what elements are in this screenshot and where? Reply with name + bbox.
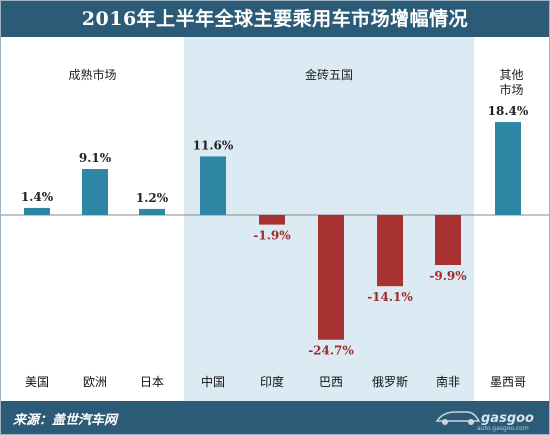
data-label: -9.9% xyxy=(429,269,467,283)
data-label: 9.1% xyxy=(79,151,112,165)
category-label: 南非 xyxy=(436,374,460,389)
data-label: 18.4% xyxy=(488,104,529,118)
bar xyxy=(318,215,344,340)
data-label: -24.7% xyxy=(308,344,354,358)
category-label: 欧洲 xyxy=(83,375,107,389)
group-label: 其他市场 xyxy=(499,68,523,97)
bar xyxy=(495,122,521,215)
source-label: 来源：盖世汽车网 xyxy=(13,413,118,428)
bar xyxy=(377,215,403,287)
bar xyxy=(139,208,165,215)
data-label: -1.9% xyxy=(253,229,291,243)
data-label: -14.1% xyxy=(367,290,413,304)
chart-title: 2016年上半年全球主要乘用车市场增幅情况 xyxy=(1,1,549,37)
bar xyxy=(82,169,108,215)
group-label: 金砖五国 xyxy=(305,67,353,82)
bar xyxy=(24,207,50,215)
group-panel xyxy=(474,37,549,401)
group-panel xyxy=(1,37,184,401)
bar xyxy=(200,156,226,215)
group-label: 成熟市场 xyxy=(68,67,116,82)
category-label: 中国 xyxy=(201,374,225,389)
category-label: 美国 xyxy=(25,375,49,389)
data-label: 1.4% xyxy=(21,190,54,204)
logo-text: gasgoo xyxy=(481,411,534,426)
footer-bar: 来源：盖世汽车网 gasgoo auto.gasgoo.com xyxy=(1,401,549,434)
logo-url: auto.gasgoo.com xyxy=(477,425,529,432)
category-label: 巴西 xyxy=(319,375,343,389)
bar xyxy=(435,215,461,265)
category-label: 印度 xyxy=(260,374,284,389)
data-label: 11.6% xyxy=(193,138,234,152)
bar-chart: 成熟市场 金砖五国 其他市场 1.4% 美国 9.1% 欧洲 1.2% 日本 11.6% 中国 -1… xyxy=(1,37,549,401)
category-label: 墨西哥 xyxy=(490,375,526,389)
category-label: 俄罗斯 xyxy=(372,375,408,389)
data-label: 1.2% xyxy=(136,191,169,205)
category-label: 日本 xyxy=(140,375,164,389)
bar xyxy=(259,215,285,225)
car-logo-icon: gasgoo auto.gasgoo.com xyxy=(435,411,534,432)
